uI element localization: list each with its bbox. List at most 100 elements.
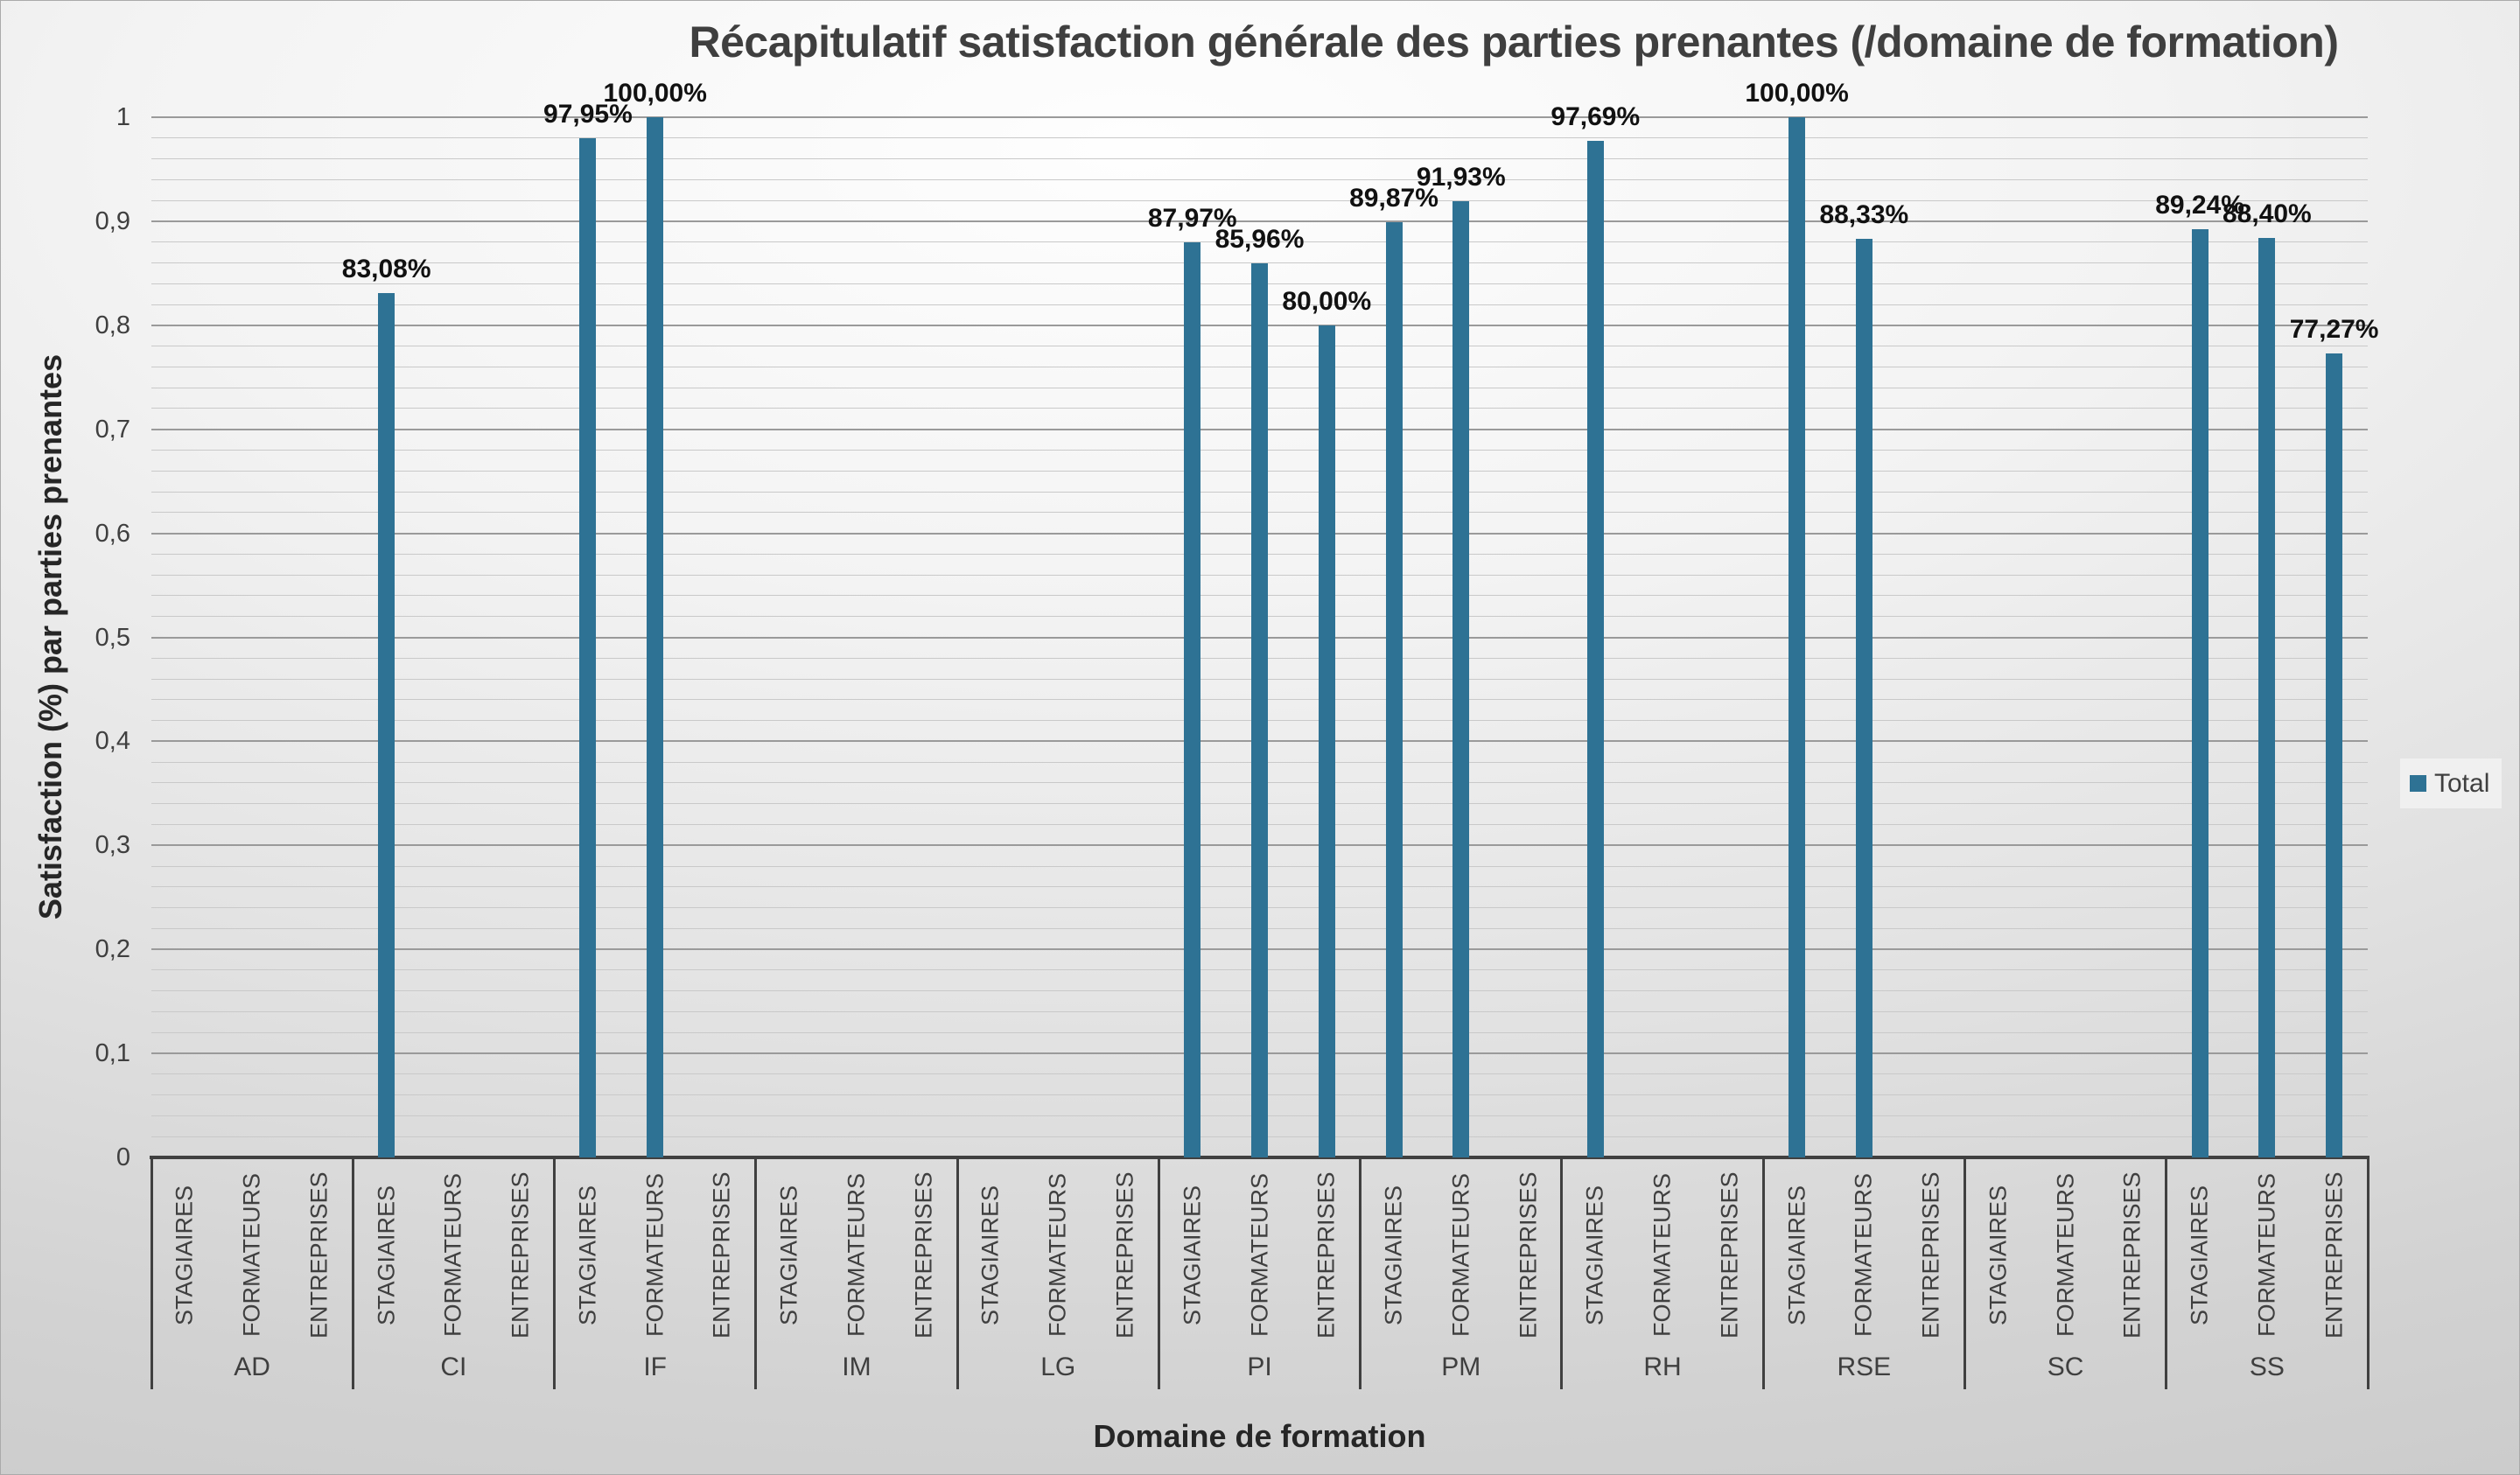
domain-label: AD: [234, 1353, 270, 1381]
subcategory-label: STAGIAIRES: [574, 1185, 601, 1326]
bar-value-label: 97,69%: [1550, 102, 1641, 132]
y-tick-label: 0,6: [94, 519, 130, 548]
group-divider: [553, 1157, 556, 1389]
bar-value-label: 88,40%: [2222, 199, 2312, 228]
bar-ci-stagiaires[interactable]: [378, 293, 396, 1157]
subcategory-label: FORMATEURS: [641, 1173, 668, 1338]
domain-label: SS: [2249, 1353, 2285, 1381]
bar-ss-stagiaires[interactable]: [2191, 228, 2208, 1157]
subcategory-label: FORMATEURS: [2253, 1173, 2280, 1338]
group-divider: [1359, 1157, 1362, 1389]
y-tick-label: 0,3: [94, 831, 130, 860]
group-divider: [2366, 1157, 2370, 1389]
gridline-minor: [151, 178, 2368, 180]
subcategory-label: STAGIAIRES: [171, 1185, 198, 1326]
bar-value-label: 80,00%: [1282, 286, 1372, 316]
bar-pm-formateurs[interactable]: [1452, 200, 1470, 1157]
bar-pi-entreprises[interactable]: [1318, 325, 1335, 1157]
subcategory-label: FORMATEURS: [439, 1173, 466, 1338]
domain-label: LG: [1040, 1353, 1076, 1381]
gridline-minor: [151, 199, 2368, 201]
gridline-major: [151, 116, 2368, 118]
bar-pi-stagiaires[interactable]: [1184, 242, 1201, 1157]
domain-label: IM: [842, 1353, 872, 1381]
subcategory-label: ENTREPRISES: [910, 1171, 937, 1339]
subcategory-label: FORMATEURS: [1648, 1173, 1676, 1338]
subcategory-label: STAGIAIRES: [1783, 1185, 1810, 1326]
bar-value-label: 83,08%: [341, 255, 431, 284]
bar-ss-entreprises[interactable]: [2326, 353, 2343, 1157]
chart-title[interactable]: Récapitulatif satisfaction générale des …: [689, 17, 2339, 66]
subcategory-label: FORMATEURS: [238, 1173, 265, 1338]
bar-if-stagiaires[interactable]: [579, 138, 597, 1157]
domain-label: PI: [1247, 1353, 1272, 1381]
y-tick-label: 0,5: [94, 623, 130, 652]
subcategory-label: STAGIAIRES: [2186, 1185, 2213, 1326]
group-divider: [1761, 1157, 1765, 1389]
gridline-minor: [151, 137, 2368, 139]
legend[interactable]: Total: [2400, 758, 2502, 808]
domain-label: CI: [440, 1353, 467, 1381]
bar-pi-formateurs[interactable]: [1251, 262, 1268, 1157]
x-axis-line: [150, 1156, 2370, 1159]
legend-label: Total: [2434, 768, 2490, 798]
bar-value-label: 91,93%: [1416, 162, 1506, 192]
bar-rh-stagiaires[interactable]: [1586, 141, 1604, 1157]
domain-label: SC: [2047, 1353, 2084, 1381]
bar-value-label: 89,87%: [1349, 184, 1438, 213]
domain-label: PM: [1441, 1353, 1481, 1381]
bar-if-formateurs[interactable]: [647, 117, 664, 1157]
subcategory-label: ENTREPRISES: [305, 1171, 332, 1339]
y-tick-label: 0,8: [94, 311, 130, 339]
y-tick-label: 0,1: [94, 1039, 130, 1068]
bar-value-label: 100,00%: [603, 79, 707, 108]
gridline-minor: [151, 241, 2368, 243]
domain-label: IF: [643, 1353, 667, 1381]
y-tick-label: 0,9: [94, 206, 130, 235]
gridline-minor: [151, 262, 2368, 263]
bar-value-label: 88,33%: [1819, 199, 1909, 229]
subcategory-label: STAGIAIRES: [1581, 1185, 1608, 1326]
gridline-minor: [151, 158, 2368, 160]
y-tick-label: 1: [116, 103, 130, 131]
subcategory-label: STAGIAIRES: [775, 1185, 802, 1326]
x-axis-title: Domaine de formation: [1093, 1418, 1426, 1454]
group-divider: [150, 1157, 153, 1389]
bar-value-label: 89,24%: [2155, 190, 2244, 220]
subcategory-label: FORMATEURS: [1246, 1173, 1272, 1338]
group-divider: [1157, 1157, 1160, 1389]
subcategory-label: STAGIAIRES: [1380, 1185, 1407, 1326]
group-divider: [2165, 1157, 2168, 1389]
subcategory-label: FORMATEURS: [1850, 1173, 1877, 1338]
group-divider: [956, 1157, 959, 1389]
bar-value-label: 97,95%: [543, 100, 633, 129]
subcategory-label: ENTREPRISES: [2118, 1171, 2146, 1339]
group-divider: [1560, 1157, 1564, 1389]
bar-pm-stagiaires[interactable]: [1385, 222, 1403, 1157]
subcategory-label: STAGIAIRES: [373, 1185, 400, 1326]
domain-label: RSE: [1837, 1353, 1892, 1381]
subcategory-label: ENTREPRISES: [1917, 1171, 1944, 1339]
subcategory-label: STAGIAIRES: [1984, 1185, 2012, 1326]
y-tick-label: 0,2: [94, 935, 130, 964]
subcategory-label: ENTREPRISES: [507, 1171, 534, 1339]
subcategory-label: FORMATEURS: [2052, 1173, 2079, 1338]
bar-value-label: 77,27%: [2289, 315, 2379, 345]
subcategory-label: STAGIAIRES: [1179, 1185, 1206, 1326]
group-divider: [1963, 1157, 1966, 1389]
group-divider: [351, 1157, 354, 1389]
subcategory-label: FORMATEURS: [1044, 1173, 1071, 1338]
bar-rse-formateurs[interactable]: [1855, 238, 1872, 1157]
subcategory-label: STAGIAIRES: [976, 1185, 1004, 1326]
legend-swatch-icon: [2410, 775, 2426, 792]
y-tick-label: 0,7: [94, 415, 130, 444]
subcategory-label: ENTREPRISES: [1312, 1171, 1340, 1339]
bar-value-label: 100,00%: [1745, 79, 1849, 108]
gridline-major: [151, 220, 2368, 222]
subcategory-label: ENTREPRISES: [2320, 1171, 2348, 1339]
bar-value-label: 87,97%: [1147, 204, 1237, 234]
bar-rse-stagiaires[interactable]: [1788, 117, 1806, 1157]
bar-ss-formateurs[interactable]: [2258, 237, 2276, 1157]
subcategory-label: ENTREPRISES: [708, 1171, 735, 1339]
